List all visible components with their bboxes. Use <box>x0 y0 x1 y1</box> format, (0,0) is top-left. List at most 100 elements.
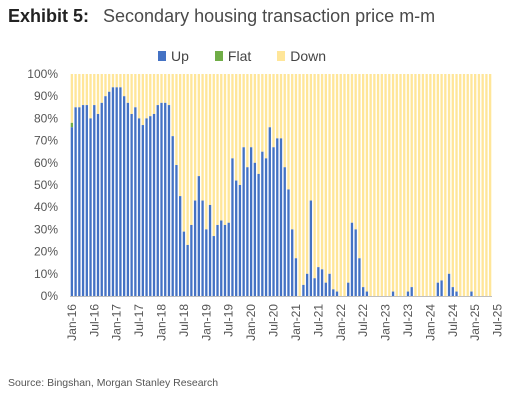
bar-down <box>287 74 290 190</box>
legend-item-flat: Flat <box>214 48 251 64</box>
bar-down <box>451 74 454 288</box>
bar-down <box>309 74 313 201</box>
bar-down <box>373 74 376 296</box>
bar-down <box>160 74 163 103</box>
bar-down <box>238 74 242 185</box>
x-tick-label: Jul-21 <box>311 304 325 337</box>
bar-down <box>197 74 200 177</box>
x-tick-label: Jul-18 <box>177 304 191 337</box>
bar-up <box>104 96 107 296</box>
x-tick-label: Jan-25 <box>468 304 482 341</box>
bar-down <box>302 74 305 285</box>
x-tick-label: Jan-17 <box>110 304 124 341</box>
bar-up <box>164 102 167 296</box>
bar-up <box>347 282 350 296</box>
bar-down <box>164 74 167 103</box>
bar-down <box>410 74 413 288</box>
bar-up <box>291 229 294 296</box>
bar-down <box>96 74 100 114</box>
bar-up <box>320 269 324 296</box>
y-tick-label: 100% <box>27 67 58 81</box>
bar-up <box>235 180 238 296</box>
bar-up <box>115 87 118 296</box>
bar-up <box>317 267 320 296</box>
x-tick-label: Jul-16 <box>87 304 101 337</box>
bar-down <box>242 74 245 148</box>
bar-down <box>145 74 148 119</box>
bar-up <box>365 291 369 296</box>
bar-up <box>111 87 115 296</box>
bar-down <box>182 74 186 232</box>
bar-down <box>231 74 234 159</box>
bar-down <box>369 74 372 296</box>
legend-swatch-up <box>158 51 166 61</box>
bar-down <box>186 74 189 245</box>
bar-down <box>380 74 383 296</box>
bar-down <box>418 74 421 296</box>
bar-down <box>395 74 398 296</box>
y-tick-label: 30% <box>34 222 58 236</box>
bar-up <box>309 200 313 296</box>
bar-down <box>134 74 137 108</box>
bar-down <box>89 74 92 119</box>
bar-up <box>119 87 122 296</box>
bar-down <box>406 74 410 292</box>
bar-down <box>201 74 204 201</box>
legend-label-up: Up <box>171 48 189 64</box>
bar-up <box>294 258 298 296</box>
y-tick-label: 70% <box>34 134 58 148</box>
bar-up <box>89 118 92 297</box>
x-tick-label: Jul-19 <box>222 304 236 337</box>
bar-down <box>313 74 316 279</box>
bar-up <box>362 287 365 296</box>
bar-down <box>220 74 223 221</box>
bar-up <box>350 222 354 296</box>
bar-down <box>432 74 436 296</box>
bar-down <box>365 74 369 292</box>
bar-down <box>276 74 279 139</box>
exhibit-title: Exhibit 5: Secondary housing transaction … <box>8 6 435 27</box>
bar-down <box>429 74 432 296</box>
bar-flat <box>70 122 74 128</box>
bar-down <box>388 74 391 296</box>
bar-up <box>122 96 126 296</box>
x-tick-label: Jan-24 <box>423 304 437 341</box>
bar-up <box>152 113 156 297</box>
bar-down <box>108 74 111 92</box>
bar-up <box>74 107 77 296</box>
bar-up <box>242 147 245 296</box>
bar-down <box>455 74 458 292</box>
bar-up <box>193 200 197 296</box>
bar-up <box>220 220 223 296</box>
y-tick-label: 0% <box>41 289 59 303</box>
bar-down <box>235 74 238 181</box>
bar-up <box>145 118 148 297</box>
bar-up <box>208 204 212 296</box>
bar-down <box>205 74 208 230</box>
x-tick-label: Jul-20 <box>267 304 281 337</box>
bar-down <box>85 74 88 106</box>
bar-down <box>474 74 477 296</box>
bar-down <box>477 74 481 296</box>
bar-up <box>216 224 219 296</box>
bar-down <box>279 74 283 139</box>
bar-down <box>421 74 425 296</box>
bar-up <box>287 189 290 296</box>
bar-down <box>485 74 488 296</box>
bar-down <box>466 74 469 296</box>
bar-up <box>201 200 204 296</box>
bar-down <box>425 74 428 296</box>
x-tick-label: Jan-23 <box>379 304 393 341</box>
bar-up <box>335 291 339 296</box>
bar-up <box>249 147 253 296</box>
bar-down <box>152 74 156 114</box>
bar-down <box>391 74 395 292</box>
bar-up <box>70 127 74 296</box>
legend-item-down: Down <box>277 48 326 64</box>
bar-down <box>167 74 171 106</box>
bar-down <box>358 74 361 259</box>
bar-up <box>137 118 141 297</box>
legend-item-up: Up <box>158 48 189 64</box>
bar-up <box>81 105 85 296</box>
bar-up <box>171 136 174 296</box>
